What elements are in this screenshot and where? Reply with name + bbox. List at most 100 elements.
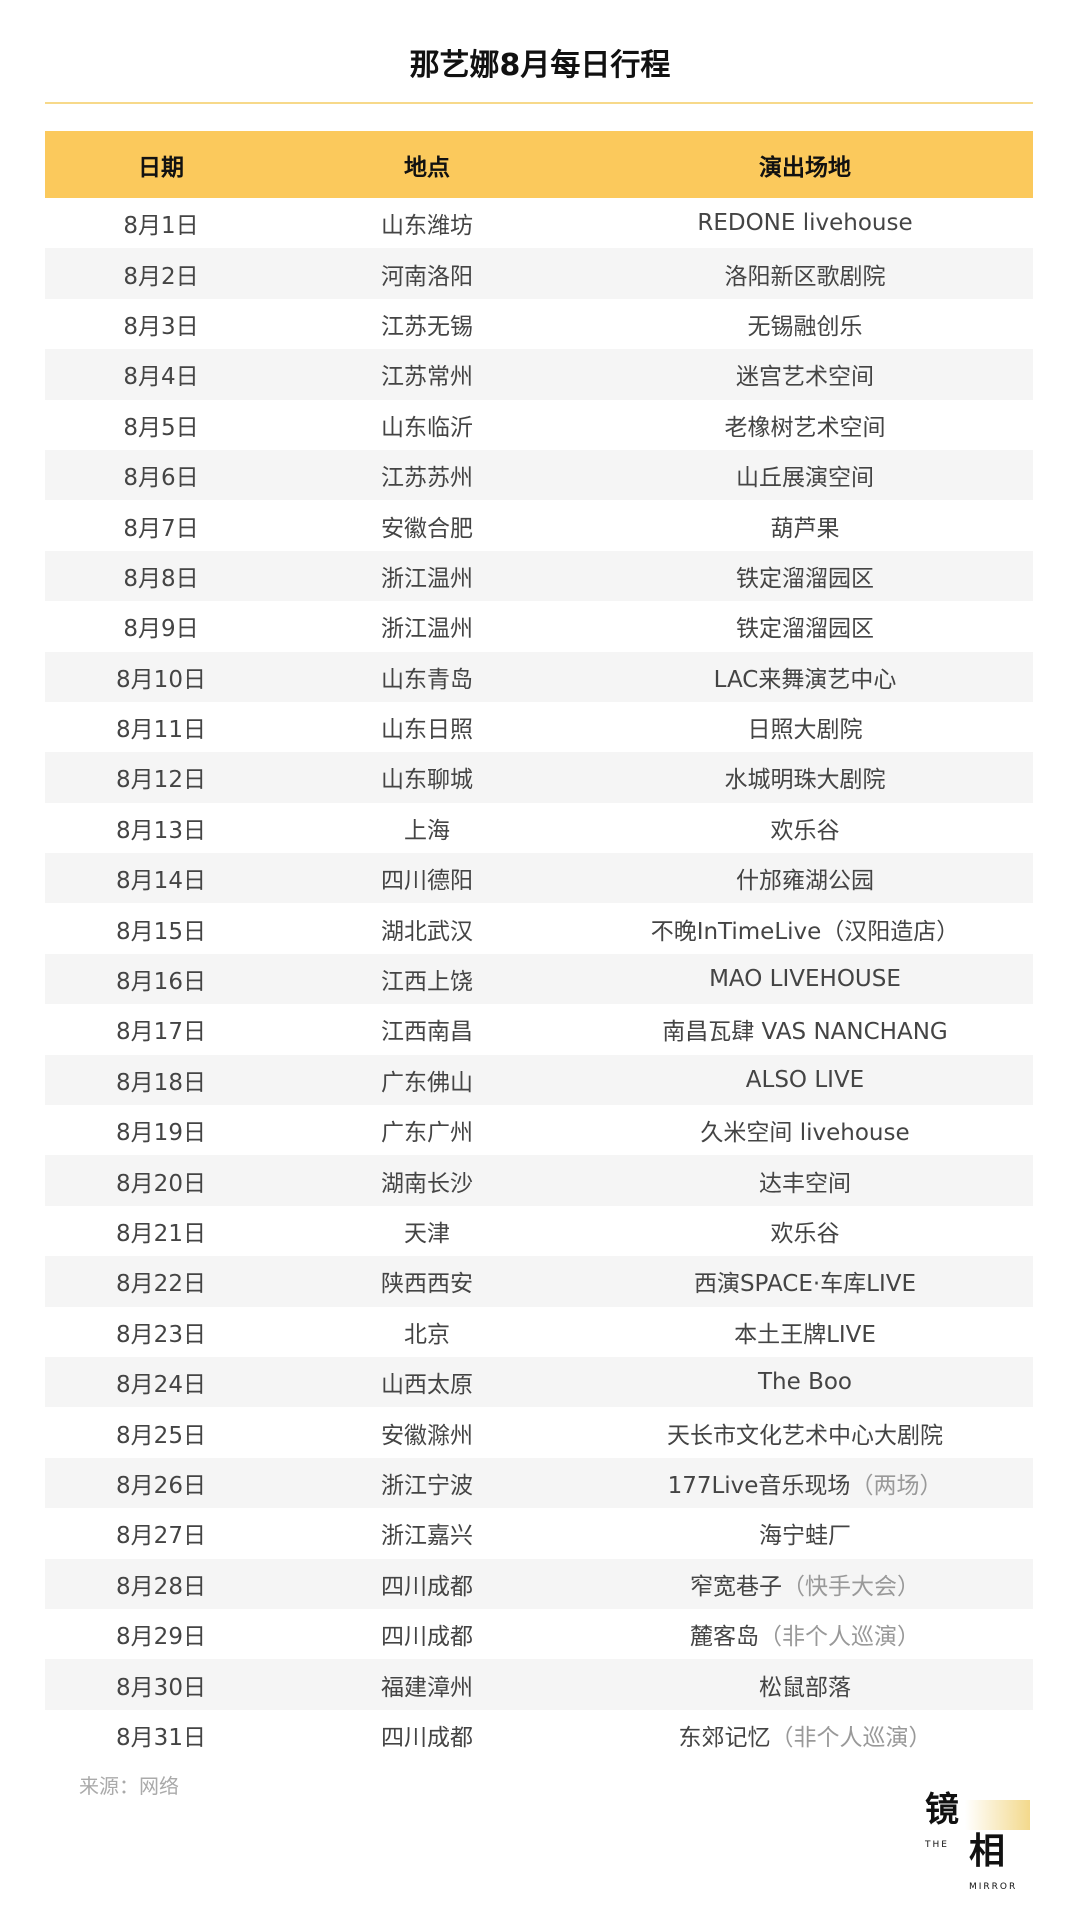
venue-cell: 水城明珠大剧院: [577, 760, 1033, 794]
table-row: 8月28日 四川成都 窄宽巷子（快手大会）: [45, 1558, 1033, 1609]
date-cell: 8月31日: [116, 1724, 206, 1751]
date-cell: 8月23日: [116, 1321, 206, 1348]
logo-char-2: 相: [969, 1831, 1006, 1872]
place-cell: 浙江温州: [381, 616, 473, 643]
venue-cell: 山丘展演空间: [577, 458, 1033, 492]
venue-cell: 海宁蛙厂: [577, 1516, 1033, 1550]
table-row: 8月11日 山东日照 日照大剧院: [45, 702, 1033, 752]
table-row: 8月15日 湖北武汉 不晚InTimeLive（汉阳造店）: [45, 903, 1033, 953]
table-row: 8月13日 上海 欢乐谷: [45, 803, 1033, 853]
venue-cell: 迷宫艺术空间: [577, 357, 1033, 391]
date-cell: 8月3日: [123, 313, 199, 340]
date-cell: 8月28日: [116, 1573, 206, 1600]
venue-name: MAO LIVEHOUSE: [709, 966, 901, 993]
table-row: 8月4日 江苏常州 迷宫艺术空间: [45, 349, 1033, 400]
table-row: 8月6日 江苏苏州 山丘展演空间: [45, 449, 1033, 501]
table-row: 8月20日 湖南长沙 达丰空间: [45, 1155, 1033, 1206]
date-cell: 8月1日: [123, 213, 199, 240]
schedule-table: 日期 地点 演出场地 8月1日 山东潍坊 REDONE livehouse 8月2…: [45, 131, 1033, 1760]
date-cell: 8月17日: [116, 1019, 206, 1046]
venue-cell: 葫芦果: [577, 509, 1033, 543]
venue-cell: MAO LIVEHOUSE: [577, 966, 1033, 992]
venue-cell: 铁定溜溜园区: [577, 609, 1033, 643]
venue-name: 水城明珠大剧院: [724, 767, 886, 794]
table-row: 8月31日 四川成都 东郊记忆（非个人巡演）: [45, 1710, 1033, 1760]
venue-cell: 久米空间 livehouse: [577, 1113, 1033, 1147]
place-cell: 江苏苏州: [381, 465, 473, 492]
table-row: 8月14日 四川德阳 什邡雍湖公园: [45, 853, 1033, 904]
venue-cell: 达丰空间: [577, 1164, 1033, 1198]
venue-name: LAC来舞演艺中心: [713, 666, 897, 693]
date-cell: 8月7日: [123, 515, 199, 542]
place-cell: 湖南长沙: [381, 1170, 473, 1197]
venue-cell: 麓客岛（非个人巡演）: [577, 1617, 1033, 1651]
venue-name: 海宁蛙厂: [759, 1523, 851, 1550]
place-cell: 山东日照: [381, 717, 473, 744]
venue-name: 山丘展演空间: [736, 465, 874, 492]
venue-name: 本土王牌LIVE: [734, 1321, 876, 1348]
place-cell: 江苏常州: [381, 364, 473, 391]
date-cell: 8月25日: [116, 1422, 206, 1449]
table-row: 8月17日 江西南昌 南昌瓦肆 VAS NANCHANG: [45, 1004, 1033, 1054]
date-cell: 8月15日: [116, 918, 206, 945]
place-cell: 浙江温州: [381, 565, 473, 592]
venue-name: ALSO LIVE: [745, 1066, 865, 1093]
place-cell: 四川成都: [381, 1624, 473, 1651]
place-cell: 福建漳州: [381, 1674, 473, 1701]
date-cell: 8月11日: [116, 717, 206, 744]
venue-cell: 窄宽巷子（快手大会）: [577, 1567, 1033, 1601]
date-cell: 8月5日: [123, 414, 199, 441]
venue-cell: 不晚InTimeLive（汉阳造店）: [577, 912, 1033, 946]
table-row: 8月10日 山东青岛 LAC来舞演艺中心: [45, 651, 1033, 702]
place-cell: 江西南昌: [381, 1019, 473, 1046]
place-cell: 天津: [404, 1221, 450, 1247]
date-cell: 8月6日: [123, 465, 199, 492]
date-cell: 8月16日: [116, 969, 206, 996]
venue-cell: The Boo: [577, 1369, 1033, 1395]
place-cell: 四川德阳: [381, 868, 473, 895]
table-row: 8月19日 广东广州 久米空间 livehouse: [45, 1105, 1033, 1155]
table-row: 8月27日 浙江嘉兴 海宁蛙厂: [45, 1508, 1033, 1558]
source-note: 来源：网络: [79, 1774, 179, 1798]
date-cell: 8月18日: [116, 1069, 206, 1096]
venue-name: 老橡树艺术空间: [724, 414, 886, 441]
place-cell: 安徽合肥: [381, 515, 473, 542]
date-cell: 8月19日: [116, 1120, 206, 1147]
venue-note: （非个人巡演）: [770, 1724, 932, 1751]
venue-name: 迷宫艺术空间: [736, 364, 874, 391]
table-row: 8月1日 山东潍坊 REDONE livehouse: [45, 198, 1033, 248]
venue-name: 久米空间 livehouse: [700, 1120, 910, 1147]
venue-name: REDONE livehouse: [697, 210, 913, 237]
table-row: 8月24日 山西太原 The Boo: [45, 1356, 1033, 1408]
venue-name: 天长市文化艺术中心大剧院: [667, 1422, 943, 1449]
date-cell: 8月9日: [123, 616, 199, 643]
date-cell: 8月26日: [116, 1472, 206, 1499]
venue-name: 葫芦果: [770, 515, 840, 542]
place-cell: 陕西西安: [381, 1271, 473, 1298]
place-cell: 山东临沂: [381, 414, 473, 441]
logo-char-1: 镜: [925, 1790, 959, 1830]
table-row: 8月3日 江苏无锡 无锡融创乐: [45, 299, 1033, 349]
logo-highlight: [965, 1800, 1030, 1830]
table-row: 8月18日 广东佛山 ALSO LIVE: [45, 1054, 1033, 1106]
header-place: 地点: [404, 154, 450, 181]
place-cell: 江苏无锡: [381, 313, 473, 340]
venue-name: 日照大剧院: [747, 717, 863, 744]
place-cell: 广东佛山: [381, 1069, 473, 1096]
venue-name: 达丰空间: [759, 1170, 851, 1197]
venue-name: 南昌瓦肆 VAS NANCHANG: [662, 1019, 948, 1046]
venue-name: 欢乐谷: [770, 817, 840, 844]
venue-name: 铁定溜溜园区: [736, 565, 874, 592]
venue-cell: 欢乐谷: [577, 1214, 1033, 1248]
table-row: 8月12日 山东聊城 水城明珠大剧院: [45, 752, 1033, 803]
table-row: 8月29日 四川成都 麓客岛（非个人巡演）: [45, 1609, 1033, 1659]
venue-name: 什邡雍湖公园: [736, 868, 874, 895]
table-row: 8月23日 北京 本土王牌LIVE: [45, 1307, 1033, 1357]
logo-sub-the: THE: [925, 1840, 949, 1850]
venue-cell: 南昌瓦肆 VAS NANCHANG: [577, 1012, 1033, 1046]
date-cell: 8月8日: [123, 565, 199, 592]
venue-cell: 洛阳新区歌剧院: [577, 257, 1033, 291]
the-mirror-logo: 镜 THE 相 MIRROR: [925, 1790, 1035, 1900]
place-cell: 江西上饶: [381, 969, 473, 996]
table-row: 8月7日 安徽合肥 葫芦果: [45, 500, 1033, 550]
